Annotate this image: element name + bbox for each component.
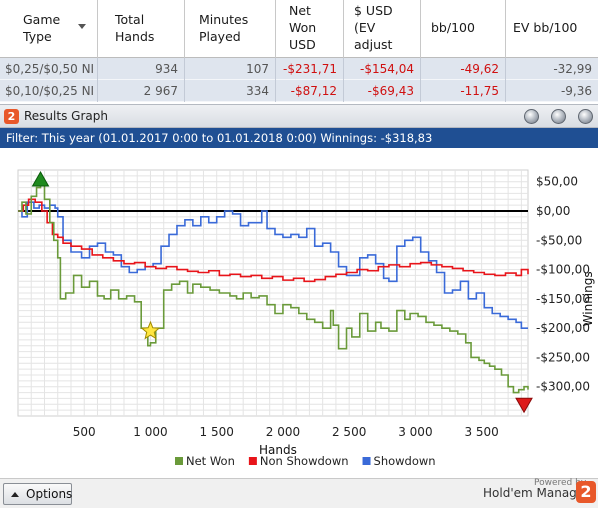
filter-bar: Filter: This year (01.01.2017 0:00 to 01…: [0, 128, 598, 148]
cell-total-hands: 2 967: [98, 80, 185, 102]
table-header: Game Type Total Hands Minutes Played Net…: [0, 0, 598, 58]
options-button[interactable]: Options: [3, 483, 72, 505]
y-axis-label: Winnings: [581, 271, 595, 326]
hm2-logo-icon: 2: [4, 109, 19, 124]
stats-table: Game Type Total Hands Minutes Played Net…: [0, 0, 598, 103]
legend-swatch: [175, 457, 183, 465]
y-tick-label: $0,00: [536, 204, 570, 218]
expand-up-icon: [11, 492, 19, 497]
sort-arrow-icon[interactable]: [78, 24, 86, 29]
results-graph: 500 1 000 1 500 2 000 2 500 3 000 3 500 $50,00 $…: [0, 148, 598, 478]
options-label: Options: [26, 487, 73, 501]
header-minutes-played[interactable]: Minutes Played: [185, 0, 276, 58]
table-row[interactable]: $0,25/$0,50 NI 934 107 -$231,71 -$154,04…: [0, 58, 598, 80]
cell-ev-bb100: -32,99: [553, 62, 592, 76]
series-line-showdown: [18, 201, 528, 329]
legend-swatch: [362, 457, 371, 465]
header-label: Net Won USD: [289, 3, 317, 52]
panel-title: Results Graph: [24, 109, 108, 123]
y-tick-label: -$150,00: [536, 292, 590, 306]
header-label: $ USD (EV adjust: [354, 3, 393, 52]
header-bb100[interactable]: bb/100: [421, 0, 506, 58]
min-marker: [515, 397, 533, 414]
powered-by-text: Powered by: [534, 478, 587, 488]
header-label: Minutes Played: [199, 12, 249, 44]
series-line-non-showdown: [18, 198, 529, 283]
cell-ev-adjusted: -$69,43: [344, 80, 421, 102]
y-tick-label: -$300,00: [536, 380, 590, 394]
y-tick-label: -$100,00: [536, 263, 590, 277]
brand-name: Hold'em Manager: [483, 486, 590, 500]
y-tick-label: -$50,00: [536, 233, 582, 247]
footer-bar: Options Powered by Hold'em Manager 2: [0, 478, 598, 508]
y-tick-label: $50,00: [536, 175, 578, 189]
star-marker: [140, 320, 161, 340]
cell-minutes-played: 334: [185, 80, 276, 102]
close-button[interactable]: [578, 109, 593, 124]
legend-label: Showdown: [374, 454, 436, 468]
x-tick-label: 2 500: [332, 425, 366, 439]
maximize-button[interactable]: [551, 109, 566, 124]
y-tick-label: -$200,00: [536, 321, 590, 335]
cell-total-hands: 934: [98, 58, 185, 80]
cell-bb100: -49,62: [421, 58, 506, 80]
series-line-net-won: [18, 183, 529, 394]
x-axis-label: Hands: [259, 443, 297, 457]
minimize-button[interactable]: [524, 109, 539, 124]
results-graph-titlebar: 2 Results Graph: [0, 104, 598, 128]
header-ev-bb100[interactable]: EV bb/100: [506, 0, 598, 58]
header-net-won[interactable]: Net Won USD: [276, 0, 344, 58]
header-label: Total Hands: [115, 12, 155, 44]
cell-bb100: -11,75: [421, 80, 506, 102]
header-label: Game Type: [23, 12, 61, 44]
cell-ev-adjusted: -$154,04: [344, 58, 421, 80]
x-tick-label: 1 000: [133, 425, 167, 439]
header-ev-adjusted[interactable]: $ USD (EV adjust: [344, 0, 421, 58]
cell-game-type: $0,10/$0,25 NI: [0, 80, 98, 102]
header-label: bb/100: [431, 20, 475, 35]
x-tick-label: 3 000: [398, 425, 432, 439]
header-label: EV bb/100: [513, 20, 578, 35]
cell-net-won: -$231,71: [276, 58, 344, 80]
cell-game-type: $0,25/$0,50 NI: [0, 58, 98, 80]
results-chart: 500 1 000 1 500 2 000 2 500 3 000 3 500 $50,00 $…: [17, 169, 595, 468]
legend-label: Net Won: [186, 454, 235, 468]
x-tick-label: 1 500: [200, 425, 234, 439]
y-tick-label: -$250,00: [536, 350, 590, 364]
x-tick-label: 3 500: [464, 425, 498, 439]
cell-ev-bb100: -9,36: [560, 84, 592, 98]
hm2-brand-logo-icon: 2: [576, 481, 596, 503]
legend-swatch: [248, 457, 257, 465]
table-row[interactable]: $0,10/$0,25 NI 2 967 334 -$87,12 -$69,43…: [0, 80, 598, 102]
x-tick-label: 500: [73, 425, 96, 439]
cell-minutes-played: 107: [185, 58, 276, 80]
cell-net-won: -$87,12: [276, 80, 344, 102]
max-marker: [31, 170, 50, 187]
header-total-hands[interactable]: Total Hands: [98, 0, 185, 58]
legend-label: Non Showdown: [260, 454, 349, 468]
header-game-type[interactable]: Game Type: [0, 0, 98, 58]
x-tick-label: 2 000: [266, 425, 300, 439]
